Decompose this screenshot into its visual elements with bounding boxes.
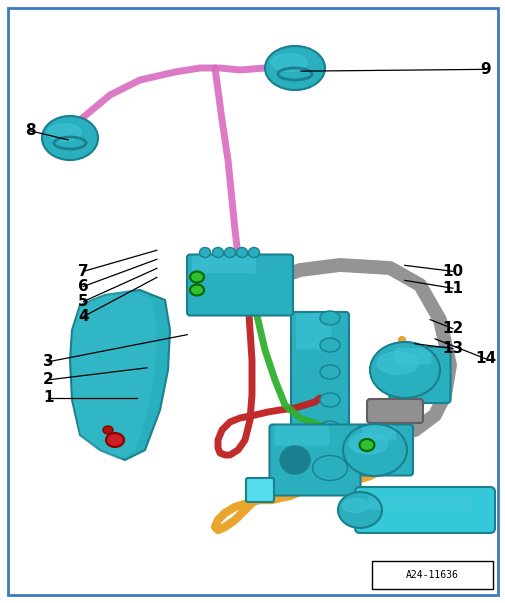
Ellipse shape: [199, 247, 210, 257]
Text: 3: 3: [43, 355, 53, 369]
FancyBboxPatch shape: [367, 496, 471, 510]
Ellipse shape: [47, 124, 81, 141]
Text: 13: 13: [441, 341, 463, 356]
Text: 6: 6: [78, 279, 89, 294]
Text: 7: 7: [78, 264, 88, 279]
Ellipse shape: [342, 498, 368, 513]
Ellipse shape: [279, 446, 310, 474]
FancyBboxPatch shape: [371, 561, 492, 589]
Ellipse shape: [319, 365, 339, 379]
Text: 9: 9: [480, 62, 490, 77]
Ellipse shape: [319, 421, 339, 435]
FancyBboxPatch shape: [274, 426, 329, 446]
Ellipse shape: [369, 342, 439, 398]
Ellipse shape: [103, 426, 113, 434]
FancyBboxPatch shape: [187, 254, 292, 315]
Text: 14: 14: [474, 352, 495, 366]
Ellipse shape: [337, 492, 381, 528]
Polygon shape: [71, 290, 156, 460]
Ellipse shape: [42, 116, 98, 160]
Text: 2: 2: [42, 373, 54, 387]
Ellipse shape: [265, 46, 324, 90]
Ellipse shape: [319, 338, 339, 352]
FancyBboxPatch shape: [361, 426, 395, 441]
Ellipse shape: [189, 271, 204, 282]
Ellipse shape: [312, 455, 347, 481]
Polygon shape: [70, 290, 170, 460]
Text: A24-11636: A24-11636: [406, 570, 458, 580]
FancyBboxPatch shape: [269, 425, 360, 496]
Text: 1: 1: [43, 391, 53, 405]
Ellipse shape: [342, 424, 406, 476]
Text: 4: 4: [78, 309, 88, 324]
Ellipse shape: [248, 247, 259, 257]
FancyBboxPatch shape: [389, 347, 449, 403]
FancyBboxPatch shape: [191, 256, 256, 273]
Ellipse shape: [359, 439, 374, 451]
FancyBboxPatch shape: [394, 348, 431, 364]
Text: 8: 8: [25, 124, 35, 138]
Ellipse shape: [376, 352, 418, 374]
Ellipse shape: [236, 247, 247, 257]
FancyBboxPatch shape: [245, 478, 274, 502]
Text: 12: 12: [441, 321, 463, 336]
Ellipse shape: [224, 247, 235, 257]
Ellipse shape: [106, 433, 124, 447]
FancyBboxPatch shape: [355, 487, 494, 533]
Text: 10: 10: [441, 264, 463, 279]
Ellipse shape: [319, 393, 339, 407]
Text: 11: 11: [441, 281, 463, 295]
Ellipse shape: [271, 54, 307, 71]
Ellipse shape: [319, 311, 339, 325]
Ellipse shape: [349, 433, 387, 454]
FancyBboxPatch shape: [295, 313, 331, 350]
FancyBboxPatch shape: [357, 425, 412, 476]
FancyBboxPatch shape: [366, 399, 422, 423]
Ellipse shape: [212, 247, 223, 257]
FancyBboxPatch shape: [290, 312, 348, 448]
Ellipse shape: [189, 285, 204, 295]
Text: 5: 5: [78, 294, 88, 309]
